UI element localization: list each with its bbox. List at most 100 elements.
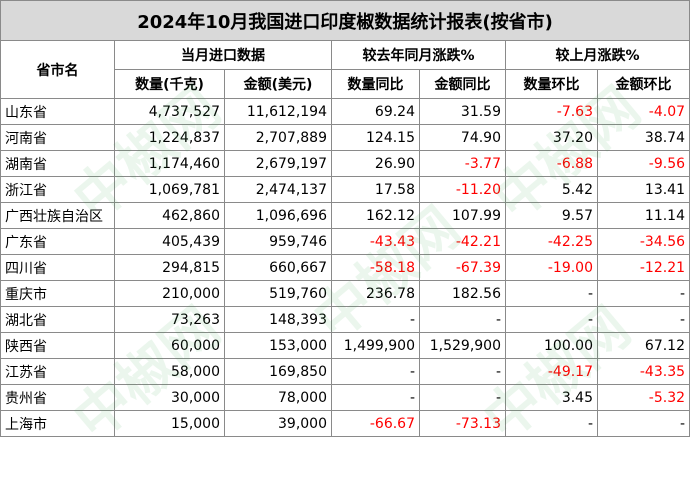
- cell-amount-mom: -12.21: [596, 254, 690, 281]
- header-group-mom: 较上月涨跌%: [504, 40, 690, 70]
- cell-qty: 294,815: [114, 254, 225, 281]
- report-table: 2024年10月我国进口印度椒数据统计报表(按省市) 省市名 当月进口数据 较去…: [0, 0, 690, 437]
- header-amount-mom: 金额环比: [596, 69, 690, 99]
- cell-amount-mom: -9.56: [596, 150, 690, 177]
- cell-amount-mom: -4.07: [596, 98, 690, 125]
- cell-amount: 2,474,137: [224, 176, 332, 203]
- cell-province: 重庆市: [0, 280, 115, 307]
- cell-amount: 148,393: [224, 306, 332, 333]
- cell-qty: 73,263: [114, 306, 225, 333]
- cell-amount-yoy: 107.99: [419, 202, 506, 229]
- cell-qty-yoy: -: [331, 306, 420, 333]
- header-group-current: 当月进口数据: [114, 40, 332, 70]
- cell-qty-mom: 37.20: [505, 124, 598, 151]
- cell-qty-mom: -19.00: [505, 254, 598, 281]
- cell-qty: 4,737,527: [114, 98, 225, 125]
- cell-amount: 39,000: [224, 410, 332, 437]
- cell-qty-yoy: 69.24: [331, 98, 420, 125]
- header-group-yoy: 较去年同月涨跌%: [331, 40, 506, 70]
- cell-amount-yoy: -73.13: [419, 410, 506, 437]
- cell-amount-mom: 13.41: [596, 176, 690, 203]
- cell-province: 四川省: [0, 254, 115, 281]
- cell-qty: 462,860: [114, 202, 225, 229]
- cell-province: 陕西省: [0, 332, 115, 359]
- cell-amount-yoy: -3.77: [419, 150, 506, 177]
- cell-amount: 153,000: [224, 332, 332, 359]
- cell-amount: 959,746: [224, 228, 332, 255]
- cell-amount-yoy: -67.39: [419, 254, 506, 281]
- cell-qty-yoy: 124.15: [331, 124, 420, 151]
- cell-amount-mom: -: [596, 280, 690, 307]
- report-title: 2024年10月我国进口印度椒数据统计报表(按省市): [0, 0, 690, 41]
- cell-province: 河南省: [0, 124, 115, 151]
- table-row: 湖北省 73,263 148,393- - - -: [0, 306, 690, 333]
- cell-amount: 11,612,194: [224, 98, 332, 125]
- cell-amount-yoy: -: [419, 384, 506, 411]
- table-row: 四川省 294,815 660,667 -58.18 -67.39 -19.00 -12.2…: [0, 254, 690, 281]
- cell-amount-yoy: 1,529,900: [419, 332, 506, 359]
- cell-amount-yoy: -11.20: [419, 176, 506, 203]
- cell-qty: 210,000: [114, 280, 225, 307]
- header-amount: 金额(美元): [224, 69, 332, 99]
- cell-qty-mom: 100.00: [505, 332, 598, 359]
- cell-qty: 1,174,460: [114, 150, 225, 177]
- cell-qty: 30,000: [114, 384, 225, 411]
- cell-amount-mom: -5.32: [596, 384, 690, 411]
- cell-province: 山东省: [0, 98, 115, 125]
- cell-amount-yoy: -: [419, 306, 506, 333]
- cell-qty-yoy: -: [331, 384, 420, 411]
- cell-province: 广东省: [0, 228, 115, 255]
- cell-qty-yoy: 26.90: [331, 150, 420, 177]
- cell-qty-mom: 5.42: [505, 176, 598, 203]
- cell-amount-mom: -: [596, 306, 690, 333]
- cell-qty-mom: 3.45: [505, 384, 598, 411]
- cell-qty-yoy: 17.58: [331, 176, 420, 203]
- cell-amount-yoy: 74.90: [419, 124, 506, 151]
- table-row: 广西壮族自治区 462,860 1,096,696 162.12 107.99 9.57 1…: [0, 202, 690, 229]
- cell-qty: 60,000: [114, 332, 225, 359]
- cell-qty-mom: -6.88: [505, 150, 598, 177]
- cell-qty-yoy: -: [331, 358, 420, 385]
- table-row: 浙江省 1,069,781 2,474,137 17.58 -11.20 5.42 13.4…: [0, 176, 690, 203]
- table-row: 陕西省 60,000 153,000 1,499,900 1,529,900 100.00…: [0, 332, 690, 359]
- header-province: 省市名: [0, 40, 115, 99]
- table-row: 山东省 4,737,527 11,612,194 69.24 31.59 -7.63 -4.…: [0, 98, 690, 125]
- cell-qty-mom: -42.25: [505, 228, 598, 255]
- cell-province: 湖南省: [0, 150, 115, 177]
- header-qty-mom: 数量环比: [505, 69, 598, 99]
- table-row: 广东省 405,439 959,746 -43.43 -42.21 -42.25 -34.5…: [0, 228, 690, 255]
- cell-province: 广西壮族自治区: [0, 202, 115, 229]
- cell-province: 上海市: [0, 410, 115, 437]
- cell-amount-mom: -34.56: [596, 228, 690, 255]
- cell-qty-yoy: -43.43: [331, 228, 420, 255]
- cell-qty: 1,069,781: [114, 176, 225, 203]
- cell-amount-yoy: 182.56: [419, 280, 506, 307]
- table-row: 河南省 1,224,837 2,707,889 124.15 74.90 37.20 38.…: [0, 124, 690, 151]
- header-amount-yoy: 金额同比: [419, 69, 506, 99]
- cell-qty-mom: -: [505, 306, 598, 333]
- cell-province: 贵州省: [0, 384, 115, 411]
- cell-qty-yoy: -58.18: [331, 254, 420, 281]
- cell-amount: 2,707,889: [224, 124, 332, 151]
- cell-qty-yoy: -66.67: [331, 410, 420, 437]
- cell-qty-mom: 9.57: [505, 202, 598, 229]
- cell-amount-yoy: -42.21: [419, 228, 506, 255]
- cell-qty: 405,439: [114, 228, 225, 255]
- header-qty: 数量(千克): [114, 69, 225, 99]
- cell-qty-yoy: 1,499,900: [331, 332, 420, 359]
- table-row: 上海市 15,000 39,000 -66.67 -73.13- -: [0, 410, 690, 437]
- cell-province: 湖北省: [0, 306, 115, 333]
- cell-amount-yoy: -: [419, 358, 506, 385]
- table-row: 贵州省 30,000 78,000- -3.45 -5.32: [0, 384, 690, 411]
- cell-amount: 1,096,696: [224, 202, 332, 229]
- cell-qty-mom: -49.17: [505, 358, 598, 385]
- cell-amount-yoy: 31.59: [419, 98, 506, 125]
- cell-qty-mom: -7.63: [505, 98, 598, 125]
- cell-amount: 78,000: [224, 384, 332, 411]
- table-row: 重庆市 210,000 519,760 236.78 182.56- -: [0, 280, 690, 307]
- cell-amount: 169,850: [224, 358, 332, 385]
- cell-province: 浙江省: [0, 176, 115, 203]
- cell-amount-mom: 67.12: [596, 332, 690, 359]
- cell-amount: 519,760: [224, 280, 332, 307]
